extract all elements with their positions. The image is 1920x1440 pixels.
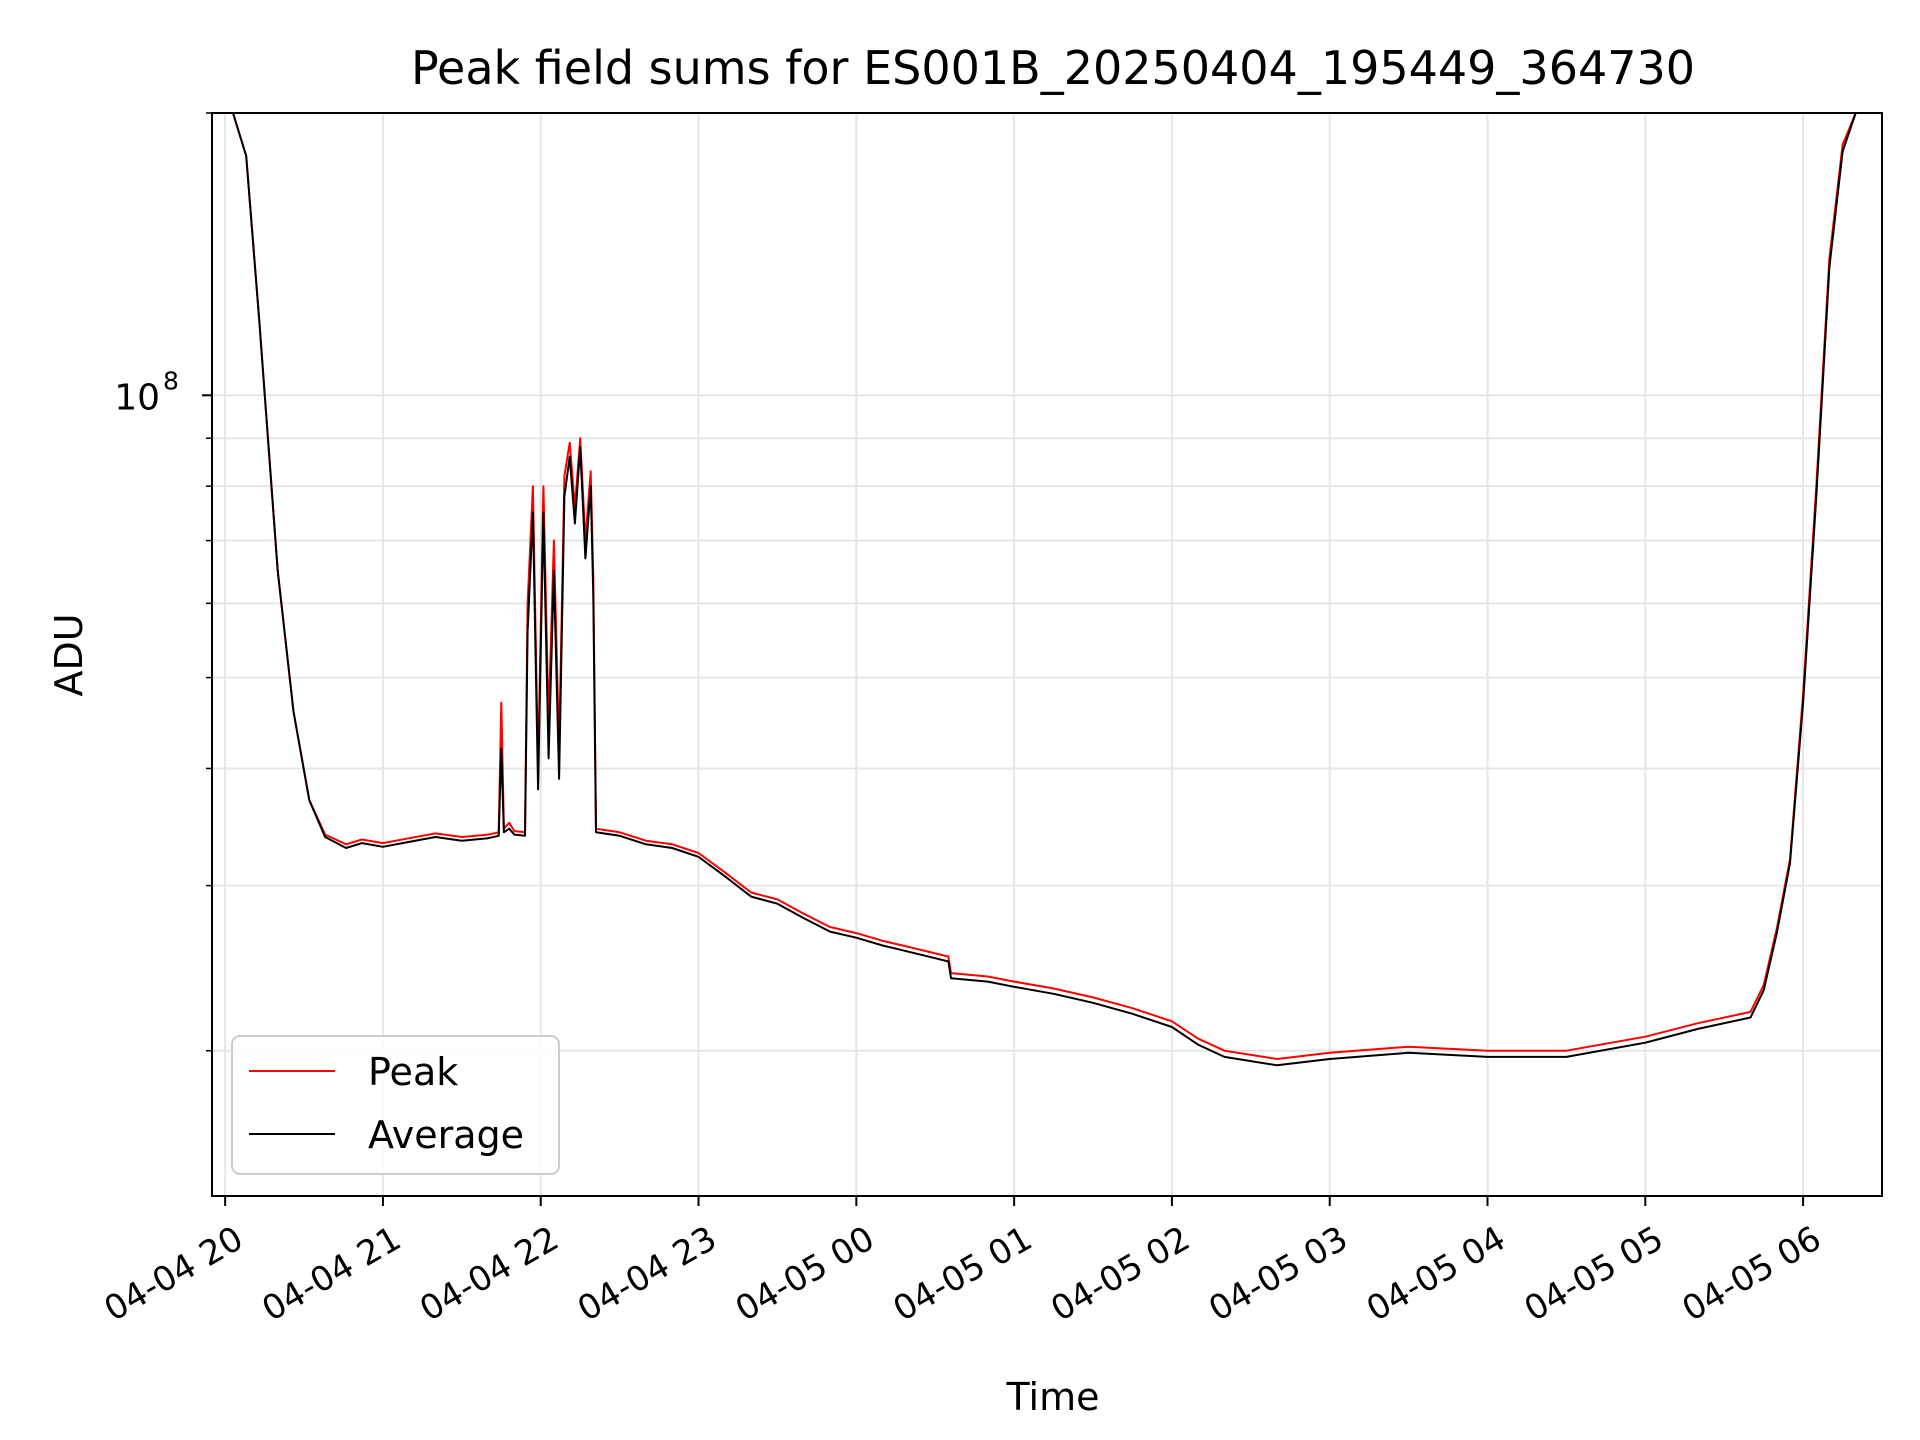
y-tick-label-exponent: 8 xyxy=(163,366,179,395)
series-line-peak xyxy=(217,113,1857,1060)
legend-average-label: Average xyxy=(368,1113,524,1157)
plot-frame xyxy=(211,112,1883,1197)
y-axis-ticks: 10 8 xyxy=(114,112,212,1052)
x-axis-label: Time xyxy=(1006,1375,1100,1419)
legend: Peak Average xyxy=(231,1035,560,1175)
chart-title: Peak field sums for ES001B_20250404_1954… xyxy=(411,41,1695,95)
y-tick-label: 10 8 xyxy=(114,366,179,418)
series-line-average xyxy=(217,113,1857,1067)
legend-peak-label: Peak xyxy=(368,1050,458,1094)
y-tick-label-base: 10 xyxy=(114,377,160,418)
series-layer xyxy=(217,113,1857,1067)
y-axis-label: ADU xyxy=(47,613,91,696)
